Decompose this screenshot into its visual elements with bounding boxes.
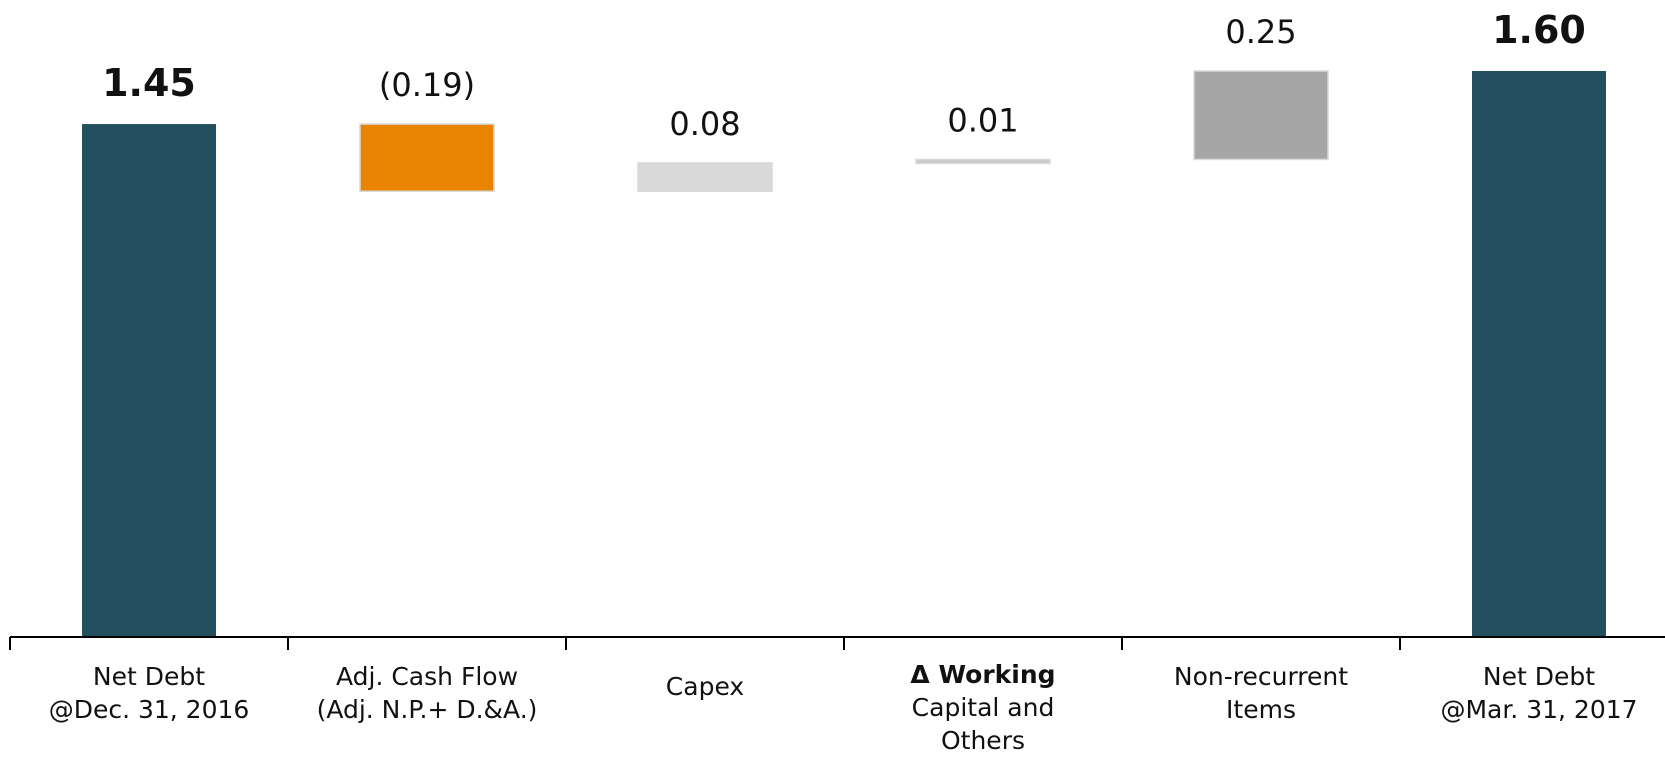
category-label-5: Non-recurrent Items <box>1131 660 1391 726</box>
bar-4 <box>915 158 1051 165</box>
category-label-4: Δ Working Capital and Others <box>853 658 1113 757</box>
category-label-line: Δ Working <box>910 660 1056 689</box>
category-label-line: Net Debt <box>92 662 206 691</box>
category-label-line: Capital and <box>911 693 1055 722</box>
bar-3 <box>637 162 773 193</box>
category-label-line: Capex <box>665 672 745 701</box>
value-label-1: 1.45 <box>102 61 196 105</box>
value-label-3: 0.08 <box>669 105 740 143</box>
category-label-2: Adj. Cash Flow (Adj. N.P.+ D.&A.) <box>297 660 557 726</box>
bar-1 <box>82 124 216 637</box>
category-label-line: @Dec. 31, 2016 <box>48 695 250 724</box>
category-label-line: @Mar. 31, 2017 <box>1440 695 1638 724</box>
value-label-4: 0.01 <box>947 101 1018 139</box>
bar-2 <box>359 123 495 193</box>
category-label-1: Net Debt @Dec. 31, 2016 <box>19 660 279 726</box>
category-label-line: (Adj. N.P.+ D.&A.) <box>316 695 538 724</box>
bar-5 <box>1193 70 1329 161</box>
category-label-line: Adj. Cash Flow <box>335 662 519 691</box>
value-label-2: (0.19) <box>379 66 475 104</box>
category-label-line: Items <box>1226 695 1296 724</box>
category-label-3: Capex <box>575 670 835 703</box>
value-label-6: 1.60 <box>1492 8 1586 52</box>
value-label-5: 0.25 <box>1225 13 1296 51</box>
category-label-6: Net Debt @Mar. 31, 2017 <box>1409 660 1665 726</box>
category-label-line: Non-recurrent <box>1173 662 1349 691</box>
category-label-line: Net Debt <box>1482 662 1596 691</box>
category-label-line: Others <box>940 726 1025 755</box>
bar-6 <box>1472 71 1606 637</box>
